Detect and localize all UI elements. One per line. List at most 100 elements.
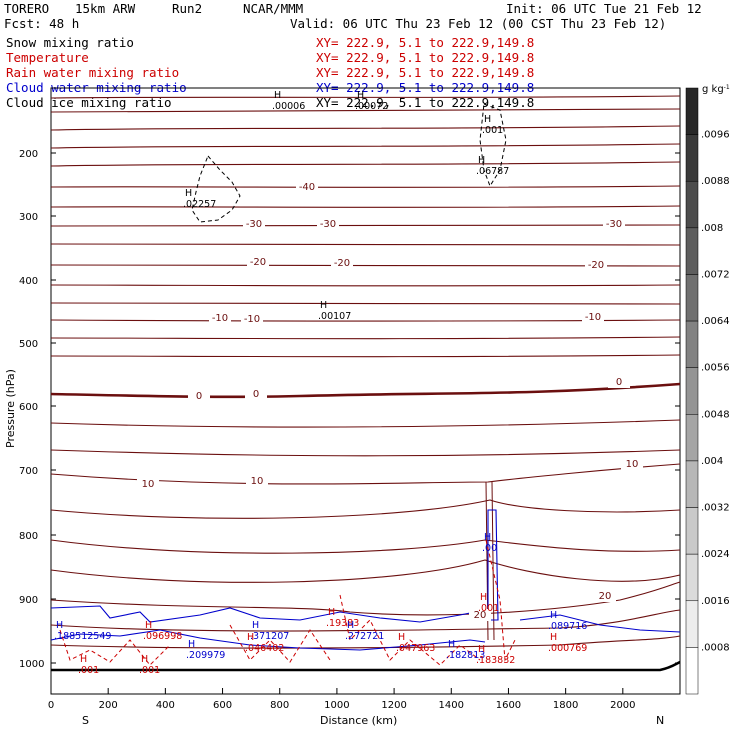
high-marker: H (398, 632, 405, 643)
isotherm (50, 419, 681, 428)
high-marker: H (247, 632, 254, 643)
colorbar-label: .004 (701, 456, 723, 467)
ice-contour (191, 155, 241, 223)
high-value: .000769 (548, 643, 587, 654)
colorbar-segment (685, 600, 699, 648)
model-name: TORERO (4, 1, 49, 16)
isotherm (50, 161, 681, 167)
legend-snow-xy: XY= 222.9, 5.1 to 222.9,149.8 (316, 35, 534, 50)
temp-label: 0 (616, 377, 622, 388)
rain-contour (339, 594, 481, 666)
colorbar-segment (685, 647, 699, 695)
isotherm (50, 449, 681, 457)
colorbar-label: .0032 (701, 503, 730, 514)
colorbar-label: .0096 (701, 130, 730, 141)
isotherm (50, 581, 681, 616)
high-value: .00072 (355, 101, 388, 112)
x-axis-ticks: 0 200 400 600 800 1000 1200 1400 1600 1800 2000 (48, 688, 636, 711)
ice-contours (191, 103, 507, 223)
high-marker: H (480, 592, 487, 603)
high-value: .047963 (396, 643, 435, 654)
temp-label: -30 (320, 219, 336, 230)
x-tick-label: 1600 (496, 700, 521, 711)
y-tick-label: 900 (19, 595, 38, 606)
high-value: .209979 (186, 650, 225, 661)
cloud-water-contours (50, 509, 681, 651)
isotherm-zero (50, 382, 681, 399)
ice-contour (479, 103, 507, 188)
temp-label: -10 (244, 314, 260, 325)
temp-label: -20 (250, 257, 266, 268)
high-marker: H (347, 620, 354, 631)
temp-label-bg (246, 475, 268, 487)
isotherm (50, 319, 681, 322)
x-tick-label: 800 (270, 700, 289, 711)
y-tick-label: 300 (19, 212, 38, 223)
temp-label-bg (188, 390, 210, 402)
high-value: .001 (139, 665, 160, 676)
colorbar-label: .0008 (701, 642, 730, 653)
legend-temp-xy: XY= 222.9, 5.1 to 222.9,149.8 (316, 50, 534, 65)
high-marker: H (56, 620, 63, 631)
isotherm (50, 559, 681, 583)
isotherm (50, 539, 681, 554)
colorbar-segment (685, 274, 699, 322)
rain-contours (59, 539, 516, 666)
high-marker: H (550, 632, 557, 643)
colorbar-segment (685, 320, 699, 368)
temp-label: 20 (474, 610, 487, 621)
high-value: .188512549 (54, 631, 111, 642)
isotherm (50, 125, 681, 131)
y-tick-label: 500 (19, 339, 38, 350)
cloud-water-contour (519, 614, 681, 633)
temp-label-bg (209, 312, 231, 324)
model-resolution: 15km ARW (75, 1, 136, 16)
legend-snow: Snow mixing ratio (6, 35, 134, 50)
high-marker: H (478, 155, 485, 166)
init-time: Init: 06 UTC Tue 21 Feb 12 (506, 1, 702, 16)
high-value: .001 (78, 665, 99, 676)
high-marker: H (550, 610, 557, 621)
colorbar-unit: g kg-1 (702, 84, 730, 95)
colorbar-segment (685, 553, 699, 602)
spike (491, 481, 495, 641)
temp-label-bg (603, 218, 625, 230)
high-labels: H.00006H.00072H.001H.06787H.02257H.00107… (54, 90, 587, 676)
temp-label-bg (241, 313, 263, 325)
isotherm (50, 95, 681, 99)
isotherm (50, 264, 681, 267)
y-axis-label: Pressure (hPa) (4, 369, 17, 448)
y-tick-label: 200 (19, 149, 38, 160)
high-value: .001 (482, 125, 503, 136)
cloud-water-contour (487, 509, 499, 621)
y-tick-label: 700 (19, 466, 38, 477)
legend-rain: Rain water mixing ratio (6, 65, 179, 80)
x-tick-label: 1800 (553, 700, 578, 711)
high-value: .00 (482, 543, 497, 554)
legend-cloudice: Cloud ice mixing ratio (6, 95, 172, 110)
temp-label-bg (245, 388, 267, 400)
colorbar-segment (685, 414, 699, 462)
colorbar-segment (685, 460, 699, 508)
isotherms (50, 95, 681, 649)
isotherm (50, 243, 681, 246)
high-value: .00107 (318, 311, 351, 322)
high-marker: H (478, 644, 485, 655)
isotherm (50, 635, 681, 649)
temp-label-bg (469, 609, 491, 621)
colorbar-segment (685, 87, 699, 135)
high-value: .19383 (326, 618, 359, 629)
temp-label: -10 (212, 313, 228, 324)
x-tick-label: 1200 (381, 700, 406, 711)
organization: NCAR/MMM (243, 1, 303, 16)
colorbar-unit-exp: -1 (724, 84, 730, 91)
temp-label-bg (594, 590, 616, 602)
temp-label: 0 (196, 391, 202, 402)
temp-label-bg (585, 259, 607, 271)
colorbar-segment (685, 507, 699, 555)
x-tick-label: 1400 (439, 700, 464, 711)
colorbar: .0096 .0088 .008 .0072 .0064 .0056 .0048 .004 .0… (685, 87, 730, 695)
header: TORERO 15km ARW Run2 NCAR/MMM Init: 06 U… (4, 1, 702, 31)
colorbar-label: .0064 (701, 316, 730, 327)
